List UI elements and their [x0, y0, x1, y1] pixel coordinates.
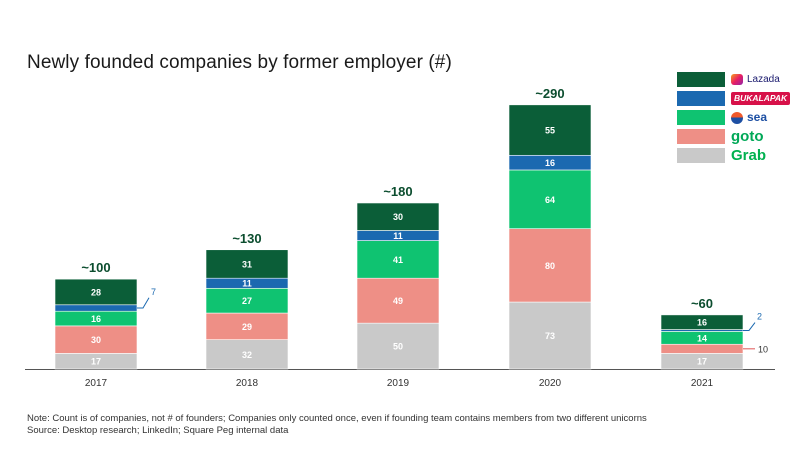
bar-grab-2018 [205, 339, 289, 370]
legend-item-bukalapak: BUKALAPAK [677, 90, 791, 109]
lazada-logo: Lazada [731, 71, 780, 88]
total-label-2018: ~130 [232, 231, 261, 246]
bar-goto-2018 [205, 312, 289, 340]
bar-lazada-2018 [205, 249, 289, 279]
legend-swatch-goto [677, 129, 725, 144]
value-label-lazada-2021: 16 [697, 318, 707, 328]
total-label-2019: ~180 [383, 184, 412, 199]
value-label-bukalapak-2018: 11 [242, 279, 252, 289]
value-label-sea-2019: 41 [393, 255, 403, 265]
value-label-bukalapak-2020: 16 [545, 158, 555, 168]
value-label-lazada-2017: 28 [91, 287, 101, 297]
value-label-grab-2017: 17 [91, 357, 101, 367]
legend-swatch-grab [677, 148, 725, 163]
value-label-grab-2020: 73 [545, 331, 555, 341]
value-label-goto-2017: 30 [91, 335, 101, 345]
value-label-grab-2019: 50 [393, 342, 403, 352]
bar-sea-2018 [205, 287, 289, 314]
value-label-grab-2018: 32 [242, 350, 252, 360]
bar-goto-2017 [54, 325, 138, 354]
callout-line-bukalapak-2021 [743, 322, 756, 331]
footnote-source: Source: Desktop research; LinkedIn; Squa… [27, 425, 289, 436]
value-label-bukalapak-2019: 11 [393, 231, 403, 241]
legend-item-grab: Grab [677, 147, 777, 166]
legend-item-sea: sea [677, 109, 777, 128]
value-label-sea-2018: 27 [242, 296, 252, 306]
category-label-2021: 2021 [691, 378, 714, 389]
callout-value-bukalapak-2021: 2 [757, 312, 762, 322]
value-label-sea-2020: 64 [545, 195, 555, 205]
bar-lazada-2017 [54, 278, 138, 306]
bar-goto-2020 [508, 228, 592, 303]
value-label-lazada-2020: 55 [545, 126, 555, 136]
legend-item-lazada: Lazada [677, 71, 780, 90]
bukalapak-logo: BUKALAPAK [731, 92, 791, 105]
legend: Lazada BUKALAPAK sea goto Grab [677, 71, 791, 166]
legend-swatch-lazada [677, 72, 725, 87]
goto-logo: goto [731, 128, 764, 145]
grab-logo: Grab [731, 147, 767, 164]
footnote-note: Note: Count is of companies, not # of fo… [27, 413, 647, 424]
total-label-2021: ~60 [691, 296, 713, 311]
bar-sea-2019 [356, 240, 440, 279]
category-label-2020: 2020 [539, 378, 562, 389]
value-label-sea-2017: 16 [91, 314, 101, 324]
callout-value-goto-2021: 10 [758, 344, 768, 354]
legend-item-goto: goto [677, 128, 777, 147]
value-label-lazada-2019: 30 [393, 212, 403, 222]
total-label-2017: ~100 [81, 260, 110, 275]
bar-grab-2019 [356, 322, 440, 370]
legend-swatch-bukalapak [677, 91, 725, 106]
bar-sea-2020 [508, 169, 592, 229]
total-label-2020: ~290 [535, 86, 564, 101]
bar-bukalapak-2017 [54, 304, 138, 312]
category-label-2017: 2017 [85, 378, 108, 389]
callout-line-bukalapak-2017 [137, 297, 150, 309]
category-label-2019: 2019 [387, 378, 410, 389]
sea-logo: sea [731, 109, 767, 126]
value-label-sea-2021: 14 [697, 333, 707, 343]
callout-value-bukalapak-2017: 7 [151, 287, 156, 297]
value-label-goto-2020: 80 [545, 261, 555, 271]
value-label-goto-2018: 29 [242, 322, 252, 332]
legend-swatch-sea [677, 110, 725, 125]
value-label-lazada-2018: 31 [242, 259, 252, 269]
value-label-grab-2021: 17 [697, 357, 707, 367]
bar-grab-2020 [508, 301, 592, 370]
bar-lazada-2020 [508, 104, 592, 156]
category-label-2018: 2018 [236, 378, 259, 389]
chart-title: Newly founded companies by former employ… [27, 52, 452, 73]
bar-lazada-2019 [356, 202, 440, 231]
footnotes: Note: Count is of companies, not # of fo… [27, 413, 647, 437]
value-label-goto-2019: 49 [393, 296, 403, 306]
bar-goto-2019 [356, 277, 440, 324]
bar-goto-2021 [660, 343, 744, 354]
bar-lazada-2021 [660, 314, 744, 330]
